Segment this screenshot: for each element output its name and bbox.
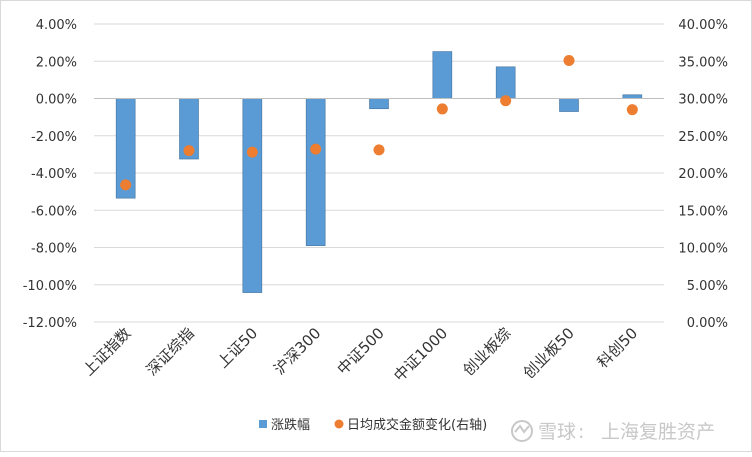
dot-上证指数 [120,179,132,191]
snowball-logo-icon [511,420,533,442]
watermark-author: 上海复胜资产 [601,421,715,443]
category-label: 创业板综 [459,324,514,379]
dot-沪深300 [310,143,322,155]
right-tick-label: 10.00% [678,242,728,257]
category-label: 科创50 [594,324,641,371]
right-tick-label: 35.00% [678,55,728,70]
dot-中证500 [373,144,385,156]
right-tick-label: 0.00% [687,316,728,331]
legend-dot-label: 日均成交金额变化(右轴) [347,417,487,433]
bar-创业板50 [559,98,579,112]
bar-沪深300 [305,98,326,246]
category-label: 沪深300 [270,324,324,378]
dot-上证50 [246,146,258,158]
left-tick-label: 4.00% [36,18,77,33]
bar-中证500 [369,98,389,110]
dot-深证综指 [183,145,195,157]
bar-series [115,51,643,293]
category-label: 中证1000 [390,324,451,385]
category-label: 上证指数 [79,324,134,379]
legend-dot-swatch [334,419,344,429]
left-tick-label: -8.00% [31,242,77,257]
watermark-brand: 雪球 [538,421,576,443]
legend: 涨跌幅 日均成交金额变化(右轴) [259,417,487,433]
category-label: 中证500 [334,324,388,378]
bar-上证50 [242,98,263,293]
right-axis-ticks: 40.00% 35.00% 30.00% 25.00% 20.00% 15.00% 10.0… [678,18,728,331]
right-tick-label: 20.00% [678,167,728,182]
gridlines [94,23,664,323]
dot-创业板50 [563,55,575,67]
left-tick-label: 2.00% [36,55,77,70]
watermark-separator: : [578,421,584,443]
left-tick-label: -4.00% [31,167,77,182]
dot-创业板综 [500,95,512,107]
right-tick-label: 5.00% [687,279,728,294]
dot-中证1000 [436,103,448,115]
bar-中证1000 [432,51,453,99]
left-axis-ticks: 4.00% 2.00% 0.00% -2.00% -4.00% -6.00% -8.00% -… [23,18,77,331]
right-tick-label: 15.00% [678,204,728,219]
right-tick-label: 25.00% [678,130,728,145]
left-tick-label: -6.00% [31,204,77,219]
right-tick-label: 40.00% [678,18,728,33]
left-tick-label: 0.00% [36,93,77,108]
category-label: 上证50 [214,324,261,371]
scatter-series [120,55,638,191]
left-tick-label: -2.00% [31,130,77,145]
category-label: 深证综指 [143,324,198,379]
category-label: 创业板50 [520,324,578,382]
bar-科创50 [622,94,643,99]
bar-创业板综 [495,66,516,99]
right-tick-label: 30.00% [678,93,728,108]
legend-bar-swatch [259,420,267,428]
legend-bar-label: 涨跌幅 [271,417,310,433]
category-labels: 上证指数 深证综指 上证50 沪深300 中证500 中证1000 创业板综 创业板50 科创5… [79,324,641,385]
watermark: 雪球 : 上海复胜资产 [511,420,715,443]
dot-科创50 [626,104,638,116]
left-tick-label: -10.00% [23,279,77,294]
left-tick-label: -12.00% [23,316,77,331]
